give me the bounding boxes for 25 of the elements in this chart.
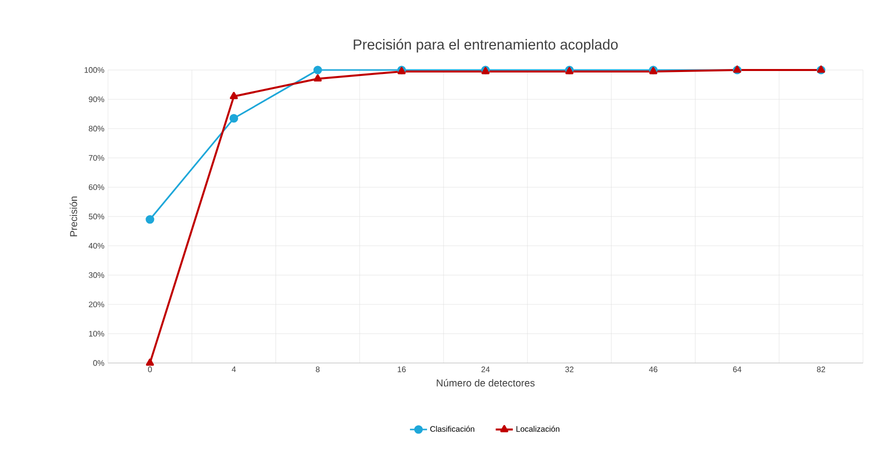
x-tick-label: 8 xyxy=(316,366,320,372)
y-tick-label: 60% xyxy=(88,184,104,190)
x-tick-label: 24 xyxy=(481,366,490,372)
y-tick-label: 0% xyxy=(93,360,104,366)
y-tick-label: 50% xyxy=(88,214,104,220)
x-axis-title: Número de detectores xyxy=(436,379,535,387)
y-axis-title: Precisión xyxy=(70,196,78,236)
x-tick-label: 0 xyxy=(148,366,152,372)
y-tick-label: 80% xyxy=(88,126,104,132)
x-tick-label: 4 xyxy=(232,366,236,372)
x-tick-label: 32 xyxy=(565,366,574,372)
y-tick-label: 90% xyxy=(88,96,104,102)
y-tick-label: 100% xyxy=(84,67,104,73)
x-tick-label: 64 xyxy=(733,366,742,372)
legend-label: Clasificación xyxy=(430,426,474,432)
y-tick-label: 70% xyxy=(88,155,104,161)
chart-title: Precisión para el entrenamiento acoplado xyxy=(354,38,618,52)
legend-label: Localización xyxy=(516,426,560,432)
x-tick-label: 82 xyxy=(816,366,826,372)
x-tick-label: 46 xyxy=(649,366,658,372)
y-tick-label: 40% xyxy=(88,242,104,249)
y-tick-label: 20% xyxy=(88,302,104,308)
y-tick-label: 10% xyxy=(89,330,104,337)
y-tick-label: 30% xyxy=(88,272,104,278)
x-tick-label: 16 xyxy=(398,366,406,372)
